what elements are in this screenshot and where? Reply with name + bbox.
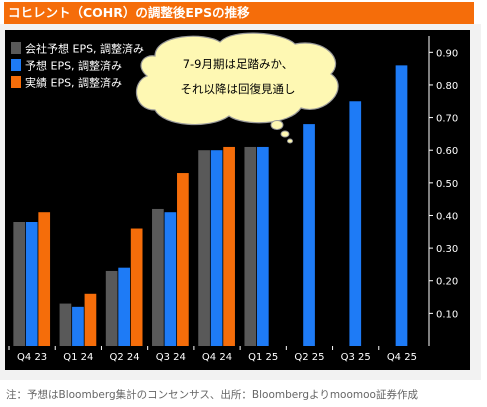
callout-dot <box>270 120 284 130</box>
y-tick-label: 0.90 <box>436 48 458 59</box>
bar <box>256 146 269 346</box>
callout-text-line2: それ以降は回復見通し <box>181 82 296 96</box>
chart-area: 0.10 0.20 0.30 0.40 0.50 0.60 0.70 0.80 0.90 Q4 2… <box>5 30 470 370</box>
x-tick-label: Q3 24 <box>156 352 186 363</box>
x-tick-label: Q2 25 <box>294 352 324 363</box>
legend-swatch <box>11 42 21 54</box>
y-tick-label: 0.80 <box>436 81 458 92</box>
y-tick-label: 0.20 <box>436 277 458 288</box>
y-tick-label: 0.30 <box>436 244 458 255</box>
footnote: 注：予想はBloomberg集計のコンセンサス、出所：Bloombergよりmo… <box>6 389 418 401</box>
y-tick-label: 0.40 <box>436 211 458 222</box>
bar <box>25 222 38 346</box>
legend-swatch <box>11 59 21 71</box>
legend-label: 実績 EPS, 調整済み <box>25 76 122 90</box>
bar <box>177 173 189 346</box>
legend-label: 予想 EPS, 調整済み <box>25 59 122 73</box>
x-tick-label: Q4 24 <box>202 352 232 363</box>
bar <box>303 124 315 347</box>
bar <box>198 150 210 346</box>
eps-bar-chart: 0.10 0.20 0.30 0.40 0.50 0.60 0.70 0.80 0.90 Q4 2… <box>8 32 458 363</box>
callout-dot <box>280 130 290 138</box>
x-tick-label: Q3 25 <box>341 352 371 363</box>
bar <box>152 208 164 346</box>
bar <box>84 293 97 346</box>
bar <box>13 222 26 346</box>
legend-label: 会社予想 EPS, 調整済み <box>25 42 144 56</box>
y-tick-label: 0.70 <box>436 114 458 125</box>
bar <box>349 101 362 347</box>
callout-text-line1: 7-9月期は足踏みか、 <box>183 57 294 71</box>
chart-title: コヒレント（COHR）の調整後EPSの推移 <box>4 2 474 24</box>
bar <box>59 303 72 346</box>
bar <box>164 212 177 346</box>
x-tick-label: Q4 25 <box>387 352 417 363</box>
bar <box>38 212 51 346</box>
y-tick-label: 0.10 <box>436 309 458 320</box>
x-tick-label: Q2 24 <box>109 352 139 363</box>
bar <box>118 267 131 346</box>
x-tick-label: Q1 25 <box>248 352 278 363</box>
bar <box>395 65 408 347</box>
y-tick-label: 0.50 <box>436 179 458 190</box>
bar <box>72 306 84 346</box>
callout-cloud <box>135 32 339 126</box>
legend-swatch <box>11 76 21 88</box>
callout-dot <box>287 138 293 144</box>
x-tick-label: Q4 23 <box>17 352 47 363</box>
x-tick-label: Q1 24 <box>63 352 93 363</box>
bar <box>105 270 118 346</box>
bar <box>244 146 257 346</box>
bar <box>210 150 223 346</box>
bar <box>130 228 143 346</box>
callout-bubble: 7-9月期は足踏みか、それ以降は回復見通し <box>135 32 339 144</box>
bar <box>223 146 235 346</box>
y-tick-label: 0.60 <box>436 146 458 157</box>
